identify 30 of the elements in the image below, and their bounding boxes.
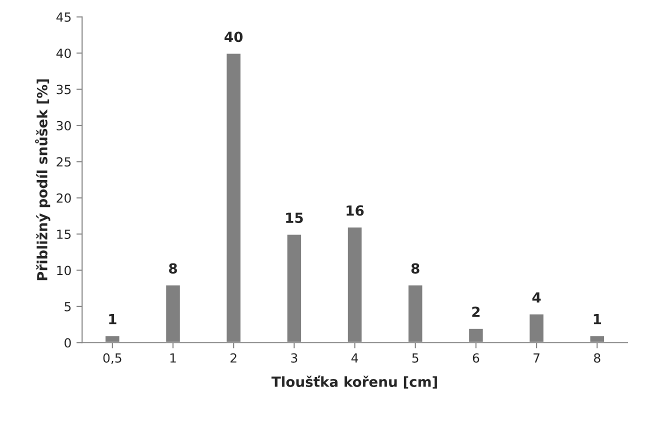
data-label: 8: [411, 263, 420, 274]
x-tick-label: 1: [170, 353, 176, 363]
y-tick-label: 25: [56, 157, 71, 167]
x-tick-label: 4: [351, 353, 358, 363]
y-axis-title: Přibližný podíl snůšek [%]: [35, 79, 50, 280]
x-tick-label: 6: [472, 353, 480, 363]
data-label: 1: [594, 314, 602, 324]
y-tick-label: 15: [57, 230, 71, 239]
data-label: 16: [346, 205, 364, 216]
data-label: 8: [169, 263, 177, 274]
x-tick-label: 3: [291, 353, 298, 363]
x-tick-label: 8: [594, 353, 600, 363]
y-tick-label: 0: [64, 338, 71, 348]
x-axis-title: Tloušťka kořenu [cm]: [271, 376, 437, 389]
y-tick-label: 20: [56, 193, 71, 203]
y-tick-label: 40: [56, 48, 71, 58]
data-label: 4: [532, 292, 541, 302]
data-label: 1: [109, 314, 116, 324]
x-tick-label: 0,5: [103, 353, 122, 364]
y-tick-label: 5: [64, 302, 71, 312]
x-tick-label: 5: [412, 353, 418, 363]
y-tick-label: 45: [56, 12, 71, 22]
x-tick-label: 2: [230, 353, 236, 363]
data-label: 2: [472, 306, 480, 317]
data-label: 15: [286, 212, 303, 224]
y-tick-label: 35: [56, 84, 71, 94]
x-tick-label: 7: [534, 353, 540, 363]
y-tick-label: 30: [56, 120, 71, 130]
data-label: 40: [224, 32, 243, 42]
y-tick-label: 10: [57, 266, 71, 276]
